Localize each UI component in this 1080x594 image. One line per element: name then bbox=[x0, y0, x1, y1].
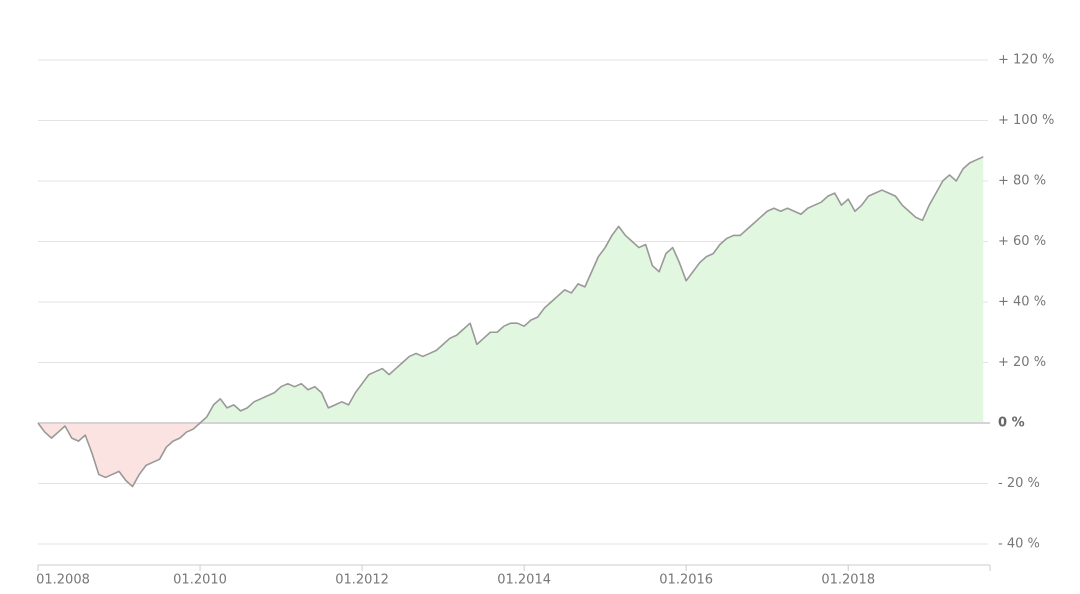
negative-area bbox=[38, 423, 984, 487]
x-tick-label: 01.2012 bbox=[335, 573, 389, 588]
y-tick-label: + 80 % bbox=[998, 174, 1046, 189]
y-tick-label: - 20 % bbox=[998, 476, 1040, 491]
y-tick-label: + 20 % bbox=[998, 355, 1046, 370]
y-tick-label: + 120 % bbox=[998, 53, 1054, 68]
y-tick-label: + 60 % bbox=[998, 234, 1046, 249]
x-tick-label: 01.2014 bbox=[497, 573, 551, 588]
y-tick-label: 0 % bbox=[998, 416, 1025, 431]
positive-area bbox=[38, 156, 984, 423]
y-tick-label: + 40 % bbox=[998, 295, 1046, 310]
performance-line bbox=[37, 156, 984, 488]
x-tick-label: 01.2018 bbox=[821, 573, 875, 588]
x-tick-label: 01.2008 bbox=[36, 573, 90, 588]
y-tick-label: + 100 % bbox=[998, 113, 1054, 128]
x-tick-label: 01.2016 bbox=[659, 573, 713, 588]
x-tick-label: 01.2010 bbox=[173, 573, 227, 588]
y-tick-label: - 40 % bbox=[998, 537, 1040, 552]
